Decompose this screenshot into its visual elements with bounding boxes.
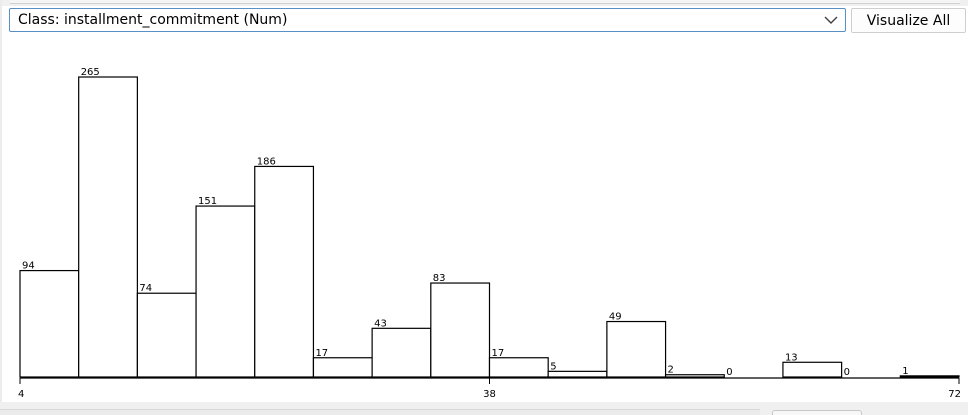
bar-value-label: 83 bbox=[433, 273, 446, 284]
bar-value-label: 94 bbox=[22, 261, 35, 272]
histogram-bar bbox=[19, 269, 80, 378]
bar-value-label: 151 bbox=[198, 196, 217, 207]
histogram-bar bbox=[488, 357, 549, 378]
bar-value-label: 13 bbox=[785, 352, 798, 363]
histogram-bar bbox=[664, 374, 725, 378]
bar-value-label: 186 bbox=[257, 156, 276, 167]
bar-value-label: 5 bbox=[550, 361, 556, 372]
x-tick-label: 72 bbox=[948, 389, 961, 400]
histogram-bar bbox=[899, 375, 960, 378]
histogram-bar bbox=[312, 357, 373, 378]
histogram-bar bbox=[782, 361, 843, 378]
bar-value-label: 17 bbox=[492, 348, 505, 359]
histogram-bar bbox=[371, 327, 432, 378]
histogram-bar bbox=[78, 76, 138, 378]
bar-value-label: 43 bbox=[374, 318, 387, 329]
bar-value-label: 2 bbox=[668, 365, 674, 376]
bar-value-label: 0 bbox=[726, 367, 732, 378]
histogram-bar bbox=[606, 320, 667, 378]
x-tick-label: 4 bbox=[18, 389, 24, 400]
visualize-all-button[interactable]: Visualize All bbox=[851, 8, 966, 33]
histogram-bar bbox=[254, 165, 315, 378]
bottom-tab-area bbox=[0, 409, 760, 415]
x-tick-label: 38 bbox=[483, 389, 496, 400]
bar-value-label: 0 bbox=[844, 367, 850, 378]
histogram-bar bbox=[430, 282, 491, 378]
top-divider bbox=[0, 0, 968, 6]
class-attribute-select-value: Class: installment_commitment (Num) bbox=[18, 12, 288, 28]
bottom-tab bbox=[772, 410, 862, 415]
chevron-down-icon[interactable] bbox=[823, 12, 839, 28]
class-attribute-select[interactable]: Class: installment_commitment (Num) bbox=[9, 8, 846, 32]
histogram-bar bbox=[136, 292, 197, 378]
histogram-bar bbox=[547, 370, 608, 378]
bar-value-label: 17 bbox=[315, 348, 328, 359]
bottom-tab-strip bbox=[0, 402, 968, 415]
bar-value-label: 1 bbox=[902, 366, 908, 377]
histogram-bar bbox=[195, 205, 256, 378]
bar-value-label: 49 bbox=[609, 312, 622, 323]
bar-value-label: 265 bbox=[81, 67, 100, 78]
bar-value-label: 74 bbox=[139, 283, 152, 294]
histogram-chart: 94 265 74 151 186 17 43 83 17 5 49 2 0 13 0 1 4 38 72 bbox=[18, 67, 961, 400]
left-edge bbox=[0, 0, 2, 415]
